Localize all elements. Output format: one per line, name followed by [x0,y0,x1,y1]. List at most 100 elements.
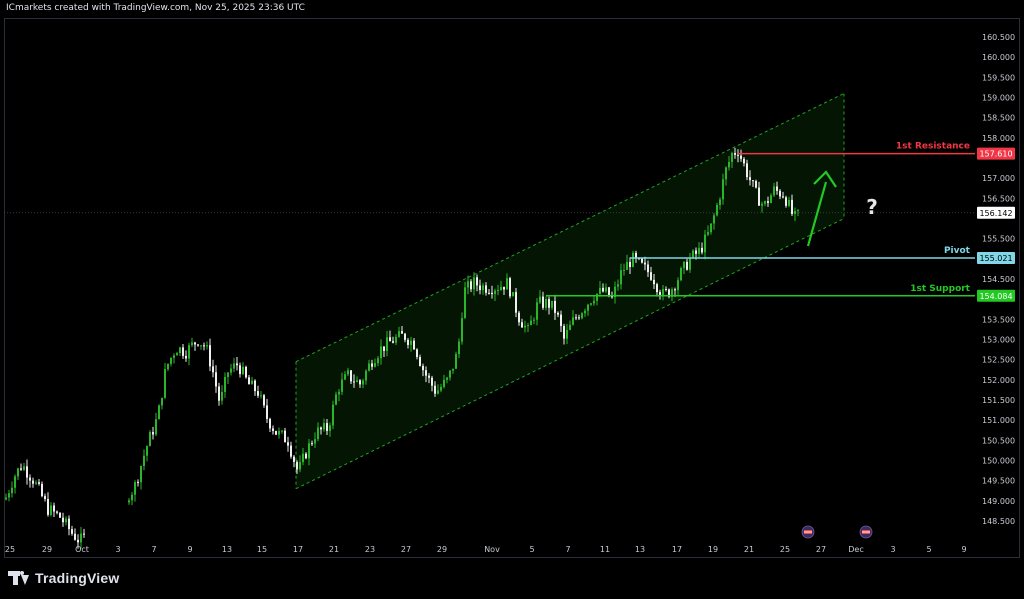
x-tick-label: 29 [42,545,52,554]
candle-body [665,288,667,290]
1st-resistance-price-tag [977,147,1015,160]
x-tick-label: 25 [780,545,790,554]
candle-body [653,279,655,285]
candle-body [434,385,436,394]
candle-body [737,154,739,156]
candle-body [602,287,604,292]
candle-body [485,285,487,293]
candle-body [233,363,235,369]
candle-body [524,325,526,328]
candle-body [539,296,541,303]
candle-body [779,190,781,197]
tradingview-logo-icon [8,571,30,585]
x-tick-label: 9 [961,545,966,554]
candle-body [536,302,538,320]
candle-body [467,281,469,288]
candle-body [659,292,661,297]
candle-body [194,342,196,345]
candle-body [284,430,286,443]
candle-body [386,337,388,351]
candle-body [41,483,43,497]
candle-body [260,395,262,397]
candle-body [311,443,313,445]
candle-body [314,439,316,444]
candle-body [173,355,175,358]
candle-body [152,432,154,435]
y-tick-label: 157.000 [982,174,1015,183]
candle-body [476,277,478,286]
pivot-price-value: 155.021 [979,254,1012,263]
x-tick-label: Nov [484,545,500,554]
candle-body [503,286,505,290]
candle-body [731,153,733,162]
up-arrow-head [813,170,837,188]
candle-body [458,341,460,355]
candle-body [131,494,133,501]
candle-body [350,370,352,382]
x-tick-label: 27 [816,545,826,554]
levels-layer: 1st Resistance 157.610 Pivot 155.021 1st Sup… [4,142,1015,302]
candle-body [680,268,682,281]
tradingview-footer[interactable]: TradingView [8,570,119,586]
candle-body [713,215,715,224]
candle-body [47,498,49,515]
candle-body [410,340,412,345]
candle-body [734,153,736,155]
pivot-price-tag [977,251,1015,264]
candle-body [302,453,304,463]
candle-body [473,277,475,290]
candle-body [686,261,688,270]
x-tick-label: 15 [257,545,267,554]
candle-body [224,376,226,392]
candle-body [332,404,334,426]
1st-support-price-tag [977,289,1015,302]
y-tick-label: 155.500 [982,235,1015,244]
candle-body [635,252,637,259]
candle-body [707,232,709,235]
x-tick-label: 25 [5,545,15,554]
1st-resistance-price-value: 157.610 [979,150,1012,159]
y-tick-label: 149.500 [982,477,1015,486]
candle-body [512,292,514,297]
candle-body [206,345,208,347]
candle-body [506,278,508,290]
candle-body [362,380,364,385]
candle-body [227,372,229,377]
candle-body [170,357,172,364]
candle-body [296,461,298,470]
candle-body [416,349,418,358]
candle-body [554,300,556,313]
candle-body [431,377,433,386]
candle-body [293,456,295,462]
candle-body [407,339,409,345]
y-tick-label: 153.500 [982,315,1015,324]
candle-body [140,466,142,483]
candle-body [509,278,511,297]
candle-body [794,210,796,215]
x-tick-label: 7 [565,545,570,554]
candle-body [413,340,415,350]
candle-body [230,368,232,373]
candle-body [74,533,76,540]
y-tick-label: 160.000 [982,53,1015,62]
candle-body [329,425,331,431]
candle-body [389,337,391,342]
candle-body [719,199,721,205]
candle-body [272,428,274,431]
x-tick-label: 11 [600,545,610,554]
candle-body [248,377,250,385]
candle-body [401,331,403,334]
y-tick-label: 154.500 [982,275,1015,284]
y-tick-label: 156.500 [982,194,1015,203]
us-flag-stripe-white [804,531,812,533]
candle-body [641,258,643,263]
candle-body [728,161,730,168]
candle-body [629,261,631,267]
candle-body [77,539,79,543]
candle-body [497,290,499,292]
candle-body [278,430,280,435]
candle-body [335,394,337,405]
y-tick-label: 151.000 [982,416,1015,425]
